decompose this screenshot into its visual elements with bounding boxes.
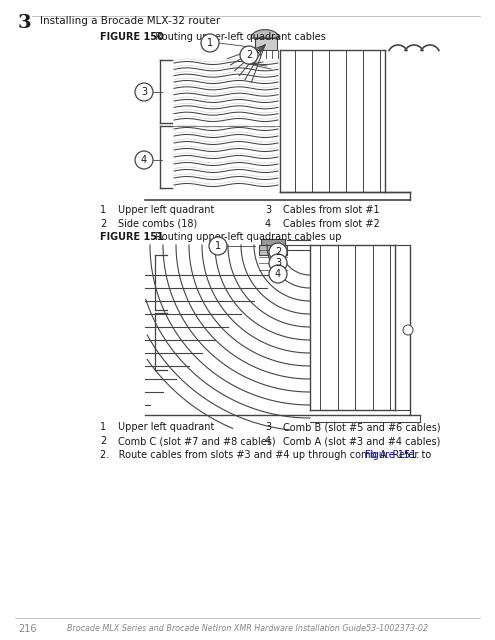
Text: Comb B (slot #5 and #6 cables): Comb B (slot #5 and #6 cables): [283, 422, 441, 432]
Polygon shape: [251, 29, 279, 38]
Text: 3: 3: [275, 258, 281, 268]
Text: Upper left quadrant: Upper left quadrant: [118, 422, 214, 432]
Text: Figure 151.: Figure 151.: [365, 450, 419, 460]
Text: 1: 1: [100, 422, 106, 432]
Text: 2: 2: [100, 436, 106, 446]
Text: Cables from slot #2: Cables from slot #2: [283, 219, 380, 229]
Circle shape: [403, 325, 413, 335]
Text: 4: 4: [141, 155, 147, 165]
Text: Cables from slot #1: Cables from slot #1: [283, 205, 380, 215]
Text: 3: 3: [265, 422, 271, 432]
Text: Routing upper-left quadrant cables: Routing upper-left quadrant cables: [149, 32, 326, 42]
Text: 2: 2: [100, 219, 106, 229]
Text: 1: 1: [100, 205, 106, 215]
Text: 1: 1: [207, 38, 213, 48]
Text: 4: 4: [275, 269, 281, 279]
Text: FIGURE 151: FIGURE 151: [100, 232, 164, 242]
Circle shape: [240, 46, 258, 64]
Text: Upper left quadrant: Upper left quadrant: [118, 205, 214, 215]
Text: 216: 216: [18, 624, 37, 634]
Bar: [261, 239, 285, 245]
Circle shape: [201, 34, 219, 52]
Circle shape: [269, 243, 287, 261]
Circle shape: [135, 151, 153, 169]
Text: Comb A (slot #3 and #4 cables): Comb A (slot #3 and #4 cables): [283, 436, 441, 446]
Text: 3: 3: [18, 14, 32, 32]
Circle shape: [269, 265, 287, 283]
Circle shape: [209, 237, 227, 255]
Text: FIGURE 150: FIGURE 150: [100, 32, 164, 42]
Text: Side combs (18): Side combs (18): [118, 219, 197, 229]
Text: Routing upper-left quadrant cables up: Routing upper-left quadrant cables up: [149, 232, 342, 242]
Circle shape: [135, 83, 153, 101]
Text: 4: 4: [265, 436, 271, 446]
Bar: [259, 245, 287, 255]
Circle shape: [269, 254, 287, 272]
Text: 2: 2: [246, 50, 252, 60]
Text: 1: 1: [215, 241, 221, 251]
Bar: [255, 38, 277, 50]
Text: 3: 3: [265, 205, 271, 215]
Text: Installing a Brocade MLX-32 router: Installing a Brocade MLX-32 router: [40, 16, 220, 26]
Text: 3: 3: [141, 87, 147, 97]
Text: Comb C (slot #7 and #8 cables): Comb C (slot #7 and #8 cables): [118, 436, 276, 446]
Text: 2.   Route cables from slots #3 and #4 up through comb A. Refer to: 2. Route cables from slots #3 and #4 up …: [100, 450, 435, 460]
Text: 2: 2: [275, 247, 281, 257]
Text: 4: 4: [265, 219, 271, 229]
Text: Brocade MLX Series and Brocade NetIron XMR Hardware Installation Guide53-1002373: Brocade MLX Series and Brocade NetIron X…: [67, 624, 429, 633]
